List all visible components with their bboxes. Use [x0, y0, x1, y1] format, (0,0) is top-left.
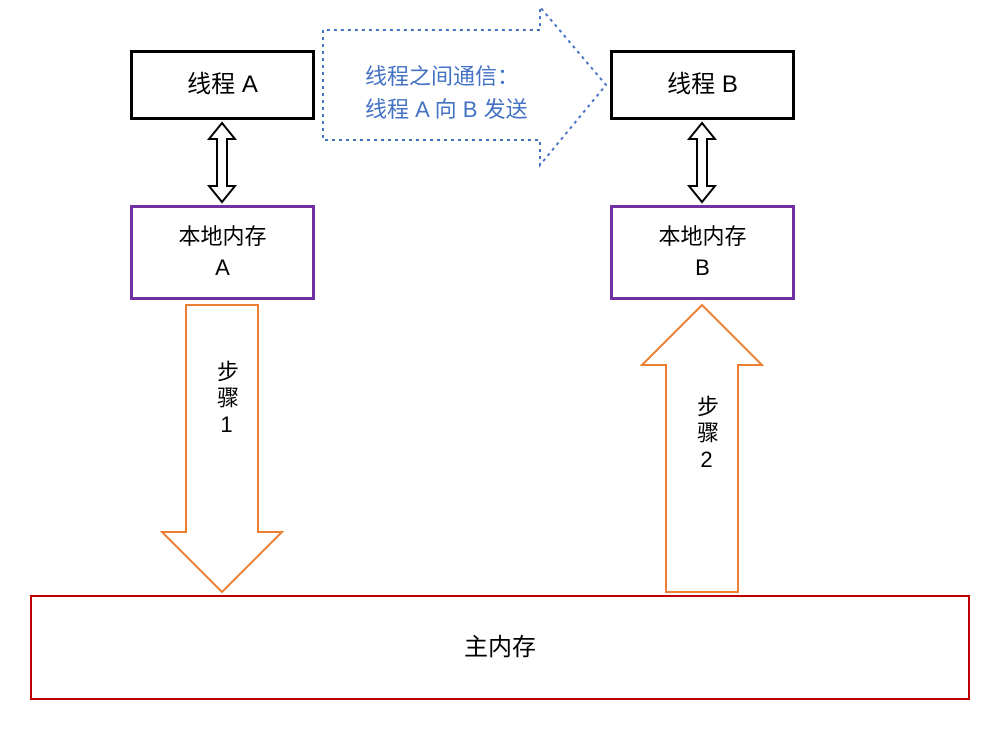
node-thread-a-label: 线程 A	[187, 68, 258, 102]
node-main-mem-label: 主内存	[464, 631, 536, 665]
node-thread-b: 线程 B	[610, 50, 795, 120]
node-main-mem: 主内存	[30, 595, 970, 700]
step1-label: 步骤1	[210, 360, 242, 441]
comm-text-line2: 线程 A 向 B 发送	[365, 93, 528, 126]
node-local-mem-b: 本地内存B	[610, 205, 795, 300]
node-thread-b-label: 线程 B	[667, 68, 738, 102]
node-local-mem-a: 本地内存A	[130, 205, 315, 300]
double-arrow-b	[689, 123, 715, 202]
step2-label: 步骤2	[690, 395, 722, 476]
double-arrow-a	[209, 123, 235, 202]
diagram-canvas: 线程 A 线程 B 本地内存A 本地内存B 主内存 线程之间通信： 线程 A 向…	[0, 0, 1000, 744]
comm-arrow-text: 线程之间通信： 线程 A 向 B 发送	[365, 60, 528, 126]
node-local-mem-b-label: 本地内存B	[658, 222, 746, 284]
step1-arrow	[162, 305, 282, 592]
comm-text-line1: 线程之间通信：	[365, 60, 528, 93]
node-thread-a: 线程 A	[130, 50, 315, 120]
node-local-mem-a-label: 本地内存A	[178, 222, 266, 284]
